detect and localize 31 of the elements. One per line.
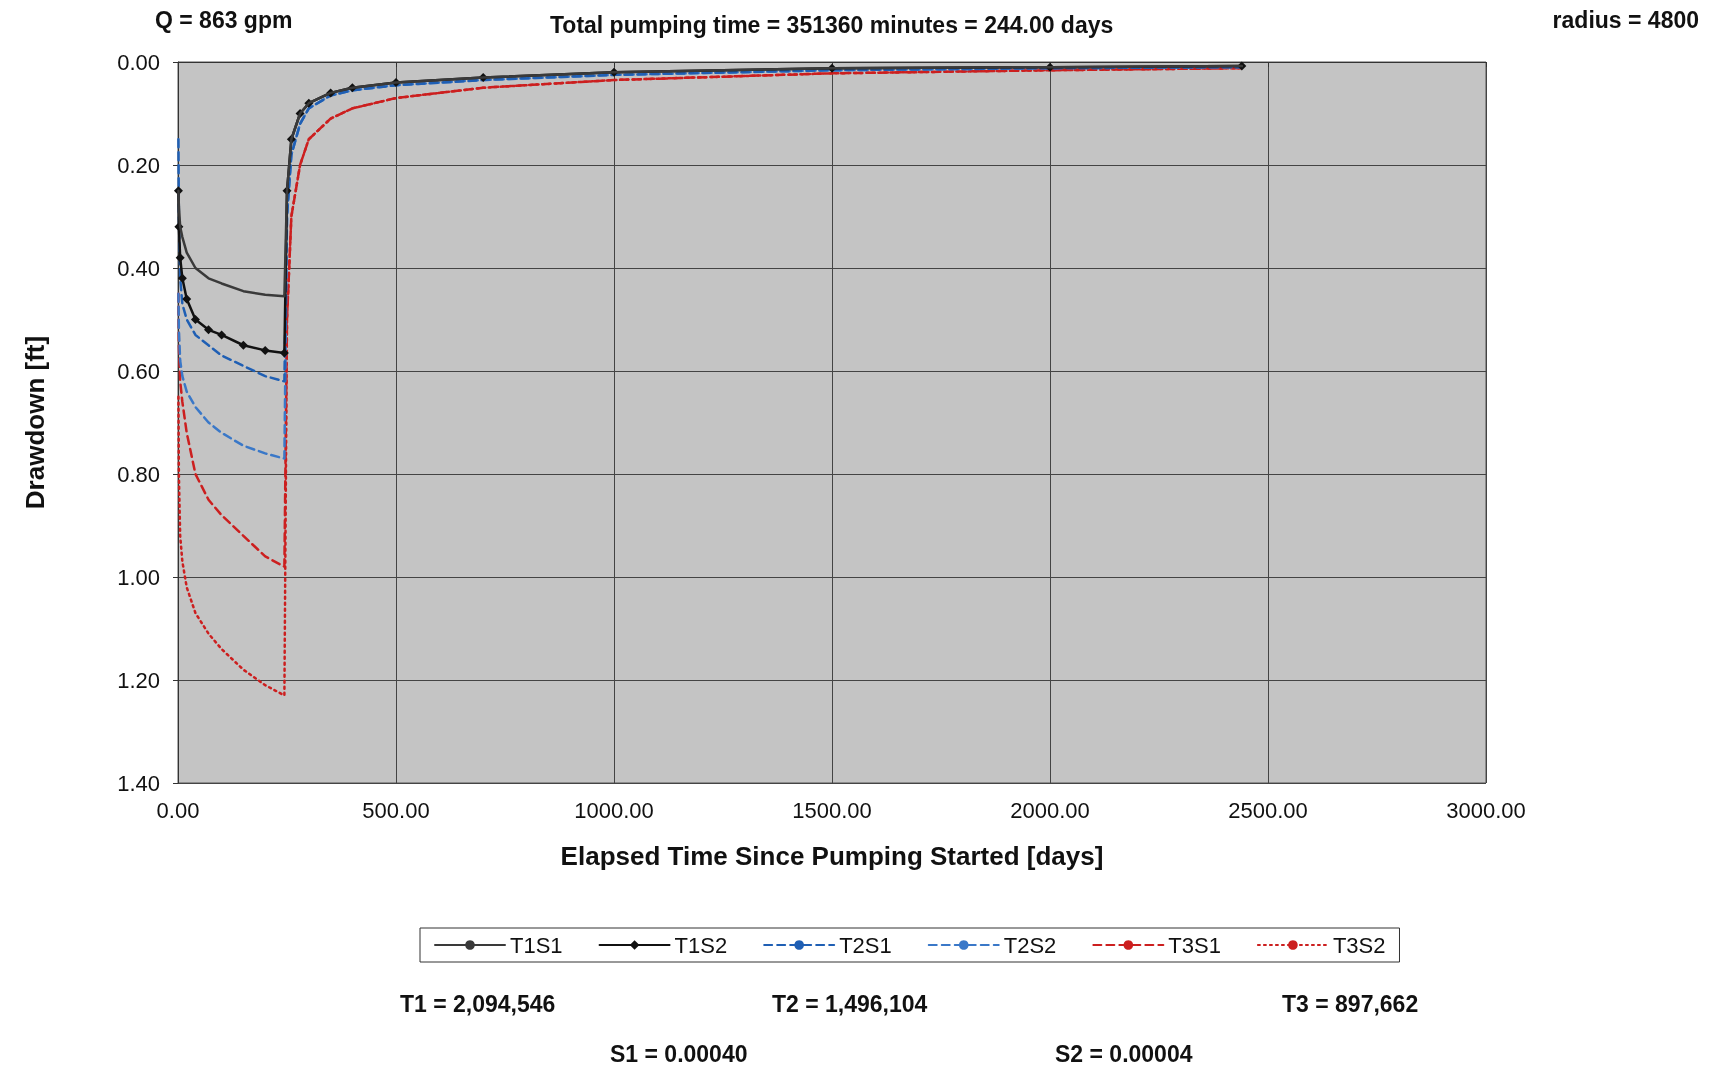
y-axis-title: Drawdown [ft] <box>20 335 50 510</box>
text: radius = 4800 <box>1552 6 1700 33</box>
text: T3 = 897,662 <box>1282 990 1419 1017</box>
y-tick-label: 0.20 <box>117 152 160 178</box>
x-tick-label: 1000.00 <box>574 797 654 823</box>
y-tick-label: 1.40 <box>117 770 160 796</box>
text: T1 = 2,094,546 <box>400 990 556 1017</box>
x-tick-label: 1500.00 <box>792 797 872 823</box>
text: S2 = 0.00004 <box>1055 1040 1193 1067</box>
x-tick-label: 3000.00 <box>1446 797 1526 823</box>
y-tick-label: 1.20 <box>117 667 160 693</box>
legend-label: T3S2 <box>1332 932 1386 958</box>
legend-label: T2S2 <box>1003 932 1057 958</box>
text: T2 = 1,496,104 <box>772 990 928 1017</box>
y-tick-label: 1.00 <box>117 564 160 590</box>
x-tick-label: 2500.00 <box>1228 797 1308 823</box>
legend-label: T2S1 <box>839 932 892 958</box>
legend-label: T3S1 <box>1168 932 1221 958</box>
chart-title: Total pumping time = 351360 minutes = 244.00 days <box>550 11 1114 38</box>
text: Q = 863 gpm <box>155 6 293 33</box>
x-axis-title: Elapsed Time Since Pumping Started [days] <box>560 841 1104 871</box>
y-tick-label: 0.00 <box>117 49 160 75</box>
x-tick-label: 0.00 <box>156 797 200 823</box>
x-tick-label: 500.00 <box>362 797 430 823</box>
y-tick-label: 0.40 <box>117 255 160 281</box>
y-tick-label: 0.80 <box>117 461 160 487</box>
text: S1 = 0.00040 <box>610 1040 748 1067</box>
y-tick-label: 0.60 <box>117 358 160 384</box>
legend-label: T1S1 <box>510 932 563 958</box>
legend-label: T1S2 <box>674 932 728 958</box>
x-tick-label: 2000.00 <box>1010 797 1090 823</box>
